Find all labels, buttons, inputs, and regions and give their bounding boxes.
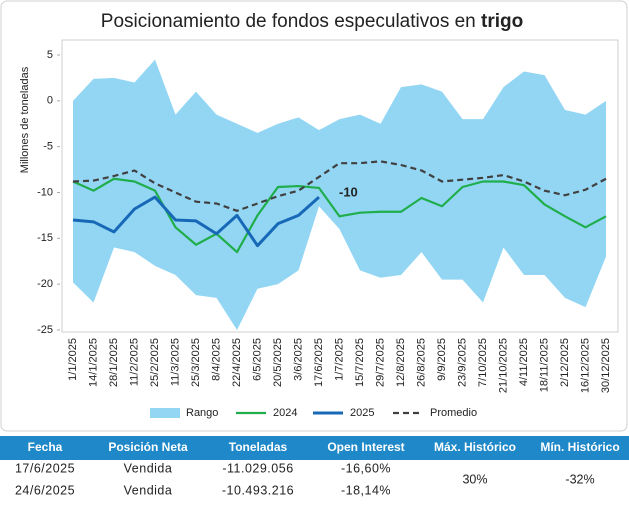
x-tick-label: 18/11/2025 (538, 338, 550, 392)
x-tick-label: 25/3/2025 (190, 338, 202, 387)
x-tick-label: 7/10/2025 (477, 338, 489, 387)
series-line (72, 195, 320, 248)
legend-label: 2025 (350, 407, 374, 419)
x-tick-label: 1/7/2025 (333, 338, 345, 381)
y-tick-label: 0 (47, 95, 53, 107)
table-cell: -32% (565, 472, 594, 486)
x-tick-label: 2/12/2025 (559, 338, 571, 387)
x-tick-label: 17/6/2025 (313, 338, 325, 387)
table-header: Mín. Histórico (540, 440, 619, 454)
table-header: Toneladas (229, 440, 288, 454)
x-tick-label: 1/1/2025 (67, 338, 79, 381)
x-tick-label: 9/9/2025 (436, 338, 448, 381)
table-cell: -10.493.216 (222, 483, 294, 497)
table-header: Open Interest (327, 440, 404, 454)
series-line (72, 160, 607, 212)
x-tick-label: 14/1/2025 (87, 338, 99, 387)
plot: -25 -20 -15 -10 -5 0 5 -10 1/1/2025 14/1/2025 28/1… (37, 39, 619, 419)
y-tick-label: -15 (37, 232, 53, 244)
legend-label: 2024 (273, 407, 297, 419)
y-tick-label: -10 (37, 186, 53, 198)
x-tick-label: 21/10/2025 (497, 338, 509, 393)
table-cell: -11.029.056 (222, 461, 293, 475)
table-header: Posición Neta (108, 440, 188, 454)
plot-frame (61, 39, 619, 333)
y-tick-label: -20 (37, 278, 53, 290)
annotation: -10 (339, 185, 358, 200)
x-tick-label: 15/7/2025 (354, 338, 366, 387)
y-axis-title: Millones de toneladas (19, 66, 31, 173)
legend-label: Rango (186, 407, 218, 419)
x-tick-label: 23/9/2025 (456, 338, 468, 387)
x-tick-label: 3/6/2025 (292, 338, 304, 381)
x-tick-label: 20/5/2025 (272, 338, 284, 387)
table-cell: -16,60% (341, 461, 391, 475)
table-header: Máx. Histórico (434, 440, 516, 454)
title-highlight: trigo (481, 11, 523, 32)
table-header-band (0, 436, 629, 460)
chart-title: Posicionamiento de fondos especulativos … (101, 11, 523, 32)
x-tick-label: 6/5/2025 (251, 338, 263, 381)
range-area (73, 59, 606, 330)
x-tick-label: 11/3/2025 (169, 338, 181, 386)
table-cell: 24/6/2025 (15, 483, 75, 497)
x-tick-label: 26/8/2025 (415, 338, 427, 387)
legend-label: Promedio (430, 407, 477, 419)
x-tick-label: 28/1/2025 (108, 338, 120, 387)
table: Fecha Posición Neta Toneladas Open Interest… (15, 440, 620, 497)
table-cell: Vendida (124, 483, 173, 497)
table-cell: Vendida (124, 461, 173, 475)
x-tick-label: 11/2/2025 (128, 338, 140, 386)
y-tick-label: -25 (37, 324, 53, 336)
title-text: Posicionamiento de fondos especulativos … (101, 11, 476, 32)
table-cell: 30% (462, 472, 487, 486)
legend-swatch (150, 408, 180, 418)
table-cell: 17/6/2025 (15, 461, 75, 475)
x-tick-label: 16/12/2025 (579, 338, 591, 393)
table-header: Fecha (28, 440, 63, 454)
x-tick-label: 22/4/2025 (231, 338, 243, 387)
y-tick-label: -5 (43, 141, 53, 153)
x-tick-label: 25/2/2025 (149, 338, 161, 387)
x-tick-label: 29/7/2025 (374, 338, 386, 387)
table-cell: -18,14% (341, 483, 391, 497)
y-tick-label: 5 (47, 49, 53, 61)
x-tick-label: 12/8/2025 (395, 338, 407, 387)
x-tick-label: 30/12/2025 (600, 338, 612, 393)
x-tick-label: 4/11/2025 (518, 338, 530, 386)
x-tick-label: 8/4/2025 (210, 338, 222, 381)
